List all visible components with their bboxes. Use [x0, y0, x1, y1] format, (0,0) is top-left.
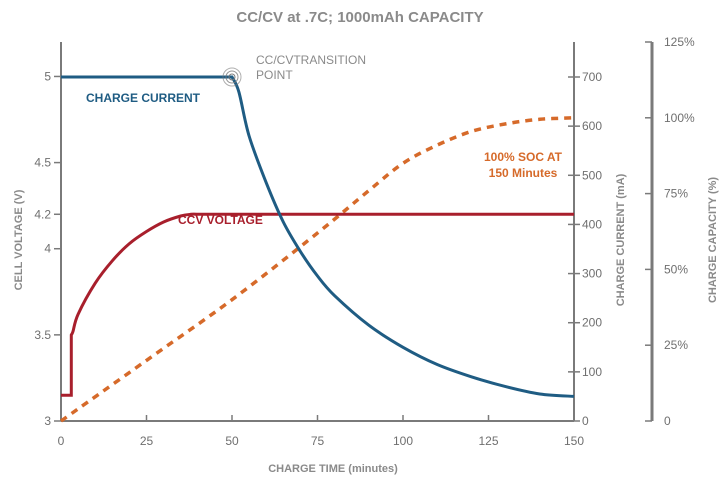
- voltage-tick-label: 4: [44, 242, 51, 256]
- x-tick-label: 100: [393, 434, 413, 448]
- annotation-transition-line2: POINT: [256, 68, 293, 82]
- transition-marker-ring: [225, 70, 239, 84]
- x-axis-label: CHARGE TIME (minutes): [268, 463, 398, 475]
- voltage-axis-ticks: 3 3.5 4 4.2 4.5 5: [34, 69, 61, 428]
- series-ccv-voltage-line: [61, 212, 574, 397]
- x-tick-label: 0: [58, 434, 65, 448]
- capacity-tick-label: 100%: [664, 111, 695, 125]
- capacity-tick-label: 25%: [664, 338, 688, 352]
- voltage-tick-label: 4.5: [34, 156, 51, 170]
- series-charge-capacity-line: [59, 116, 575, 423]
- capacity-axis-ticks: 0 25% 50% 75% 100% 125%: [645, 35, 695, 428]
- x-tick-label: 75: [311, 434, 325, 448]
- transition-marker-ring: [228, 73, 236, 81]
- current-tick-label: 0: [582, 414, 589, 428]
- capacity-axis-label: CHARGE CAPACITY (%): [707, 177, 719, 303]
- capacity-tick-label: 125%: [664, 35, 695, 49]
- x-tick-label: 125: [478, 434, 498, 448]
- x-tick-label: 25: [140, 434, 154, 448]
- current-tick-label: 500: [582, 168, 602, 182]
- annotation-charge-current: CHARGE CURRENT: [86, 91, 201, 105]
- current-tick-label: 400: [582, 217, 602, 231]
- x-tick-label: 50: [225, 434, 239, 448]
- annotation-ccv-voltage: CCV VOLTAGE: [178, 213, 263, 227]
- capacity-tick-label: 50%: [664, 262, 688, 276]
- voltage-tick-label: 3.5: [34, 328, 51, 342]
- transition-point-marker: [222, 67, 242, 87]
- current-tick-label: 600: [582, 119, 602, 133]
- voltage-tick-label: 4.2: [34, 207, 51, 221]
- current-axis-label: CHARGE CURRENT (mA): [615, 173, 627, 306]
- annotation-soc-line2: 150 Minutes: [489, 166, 558, 180]
- current-tick-label: 300: [582, 267, 602, 281]
- x-axis-ticks: 0 25 50 75 100 125 150: [58, 415, 584, 448]
- series-charge-current-line: [61, 75, 575, 398]
- voltage-tick-label: 5: [44, 69, 51, 83]
- current-tick-label: 200: [582, 316, 602, 330]
- chart-title: CC/CV at .7C; 1000mAh CAPACITY: [236, 9, 483, 26]
- voltage-axis-label: CELL VOLTAGE (V): [13, 189, 25, 290]
- transition-marker-ring: [222, 67, 242, 87]
- current-tick-label: 700: [582, 70, 602, 84]
- capacity-tick-label: 75%: [664, 187, 688, 201]
- voltage-tick-label: 3: [44, 414, 51, 428]
- annotation-transition-line1: CC/CVTRANSITION: [256, 53, 366, 67]
- capacity-tick-label: 0: [664, 414, 671, 428]
- x-tick-label: 150: [564, 434, 584, 448]
- current-axis-ticks: 0 100 200 300 400 500 600 700: [568, 70, 602, 428]
- annotation-soc-line1: 100% SOC AT: [484, 150, 563, 164]
- current-tick-label: 100: [582, 365, 602, 379]
